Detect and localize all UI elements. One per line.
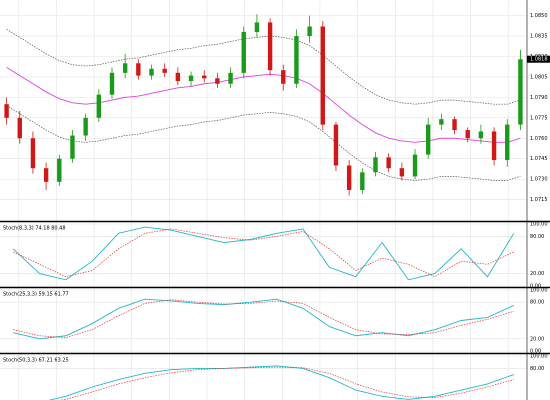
candle-body xyxy=(346,165,352,191)
candle-body xyxy=(43,168,49,182)
y-tick-label: 100.00 xyxy=(530,288,548,294)
candle-body xyxy=(83,117,88,136)
y-tick-label: 20.00 xyxy=(530,271,544,277)
candle-body xyxy=(281,70,286,84)
candle-body xyxy=(228,72,233,84)
candle-body xyxy=(333,124,339,166)
candle-body xyxy=(254,22,260,32)
current-price-label: 1.0818 xyxy=(530,57,548,63)
indicator-line xyxy=(12,226,515,281)
panel-title: Stoch(8,3,3) 74.18 80.48 xyxy=(3,226,66,232)
candle-body xyxy=(399,168,405,177)
candle-body xyxy=(373,157,378,173)
y-tick-label: 80.00 xyxy=(530,234,544,240)
candle-body xyxy=(452,119,457,131)
candle-body xyxy=(4,104,9,118)
candle-body xyxy=(425,124,431,155)
candle-body xyxy=(202,75,207,79)
candle-body xyxy=(465,130,470,139)
candle-body xyxy=(30,138,36,169)
candle-body xyxy=(412,154,418,177)
y-tick-label: 1.0730 xyxy=(530,177,548,183)
candle-body xyxy=(360,172,365,191)
candle-body xyxy=(57,158,62,182)
y-tick-label: 1.0805 xyxy=(530,74,548,80)
candle-body xyxy=(320,26,325,125)
indicator-line xyxy=(13,298,515,340)
candle-body xyxy=(505,124,510,161)
panel-title: Stoch(25,3,3) 59.15 61.77 xyxy=(3,292,69,298)
candle-body xyxy=(307,26,312,37)
candle-body xyxy=(136,63,141,76)
candle-body xyxy=(149,68,154,76)
candle-body xyxy=(122,63,128,73)
panel-title: Stoch(50,3,3) 67.21 63.25 xyxy=(3,358,69,364)
candle-body xyxy=(109,72,115,95)
candle-body xyxy=(162,68,167,73)
indicator-line xyxy=(59,366,514,400)
indicator-line xyxy=(6,28,521,105)
candle-body xyxy=(386,157,391,169)
y-tick-label: 1.0760 xyxy=(530,136,548,142)
candle-body xyxy=(96,94,102,118)
y-tick-label: 0.00 xyxy=(530,349,541,355)
y-tick-label: 20.00 xyxy=(530,336,544,342)
indicator-line xyxy=(48,365,514,400)
y-tick-label: 80.00 xyxy=(530,366,544,372)
y-tick-label: 0.00 xyxy=(530,284,541,290)
candle-body xyxy=(294,36,299,84)
y-tick-label: 1.0775 xyxy=(530,115,548,121)
candle-body xyxy=(267,22,273,71)
y-tick-label: 100.00 xyxy=(530,354,548,360)
indicator-line xyxy=(6,105,521,181)
candle-body xyxy=(215,78,220,84)
y-tick-label: 1.0715 xyxy=(530,197,548,203)
y-tick-label: 100.00 xyxy=(530,222,548,228)
candle-body xyxy=(518,59,523,125)
candle-body xyxy=(439,119,444,125)
candle-body xyxy=(188,75,194,82)
price-marker xyxy=(527,55,550,63)
candle-body xyxy=(491,131,497,161)
y-tick-label: 1.0745 xyxy=(530,156,548,162)
indicator-line xyxy=(13,299,514,338)
y-tick-label: 80.00 xyxy=(530,300,544,306)
y-tick-label: 1.0790 xyxy=(530,95,548,101)
candle-body xyxy=(241,31,246,73)
candle-body xyxy=(17,117,22,139)
y-tick-label: 1.0850 xyxy=(530,13,548,19)
candle-body xyxy=(70,135,75,159)
candle-body xyxy=(478,131,484,139)
y-tick-label: 1.0835 xyxy=(530,34,548,40)
indicator-line xyxy=(6,67,521,143)
candle-body xyxy=(175,72,181,82)
